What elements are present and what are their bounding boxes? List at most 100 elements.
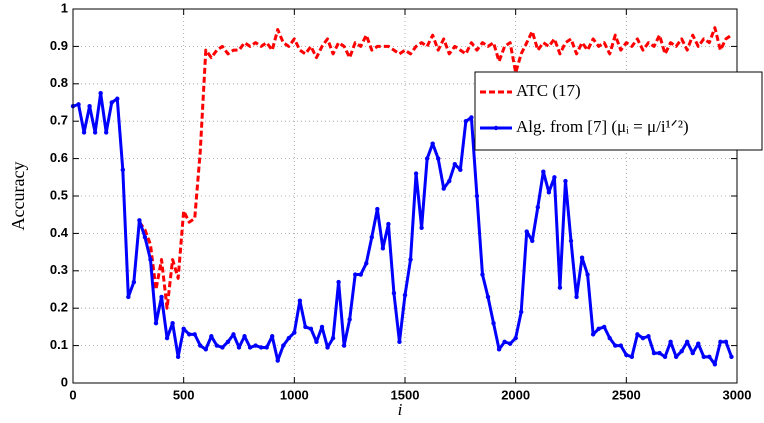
data-point xyxy=(375,206,380,212)
y-tick-label: 0.2 xyxy=(50,300,68,315)
data-point xyxy=(270,334,275,339)
data-point xyxy=(613,343,618,348)
data-point xyxy=(485,294,491,300)
data-point xyxy=(568,238,574,244)
data-point xyxy=(408,257,413,262)
data-point xyxy=(624,352,629,358)
data-point xyxy=(585,272,590,277)
data-point xyxy=(115,96,120,101)
data-point xyxy=(629,354,635,360)
y-tick-label: 0 xyxy=(61,374,68,389)
data-point xyxy=(281,343,286,348)
data-point xyxy=(380,246,386,251)
data-point xyxy=(275,358,280,363)
x-tick-label: 500 xyxy=(173,387,195,402)
plot-frame xyxy=(72,8,738,384)
data-point xyxy=(347,317,352,322)
data-point xyxy=(679,349,684,354)
data-point xyxy=(579,255,585,260)
data-point xyxy=(729,354,734,360)
y-axis-label: Accuracy xyxy=(8,162,28,231)
y-tick-label: 0.9 xyxy=(50,38,68,53)
data-point xyxy=(364,261,369,266)
data-point xyxy=(546,190,552,195)
data-point xyxy=(142,234,148,240)
y-tick-label: 1 xyxy=(61,0,68,15)
data-point xyxy=(181,326,186,331)
y-tick-label: 0.5 xyxy=(50,187,68,202)
y-tick-label: 0.8 xyxy=(50,75,68,90)
data-point xyxy=(214,343,220,348)
data-point xyxy=(247,345,253,350)
y-tick-label: 0.4 xyxy=(50,225,69,240)
data-point xyxy=(419,225,424,230)
data-point xyxy=(723,339,729,345)
legend: ATC (17) Alg. from [7] (μᵢ = μ/i¹ᐟ²) xyxy=(474,71,763,151)
data-point xyxy=(696,341,701,346)
data-point xyxy=(303,324,308,330)
y-tick-label: 0.6 xyxy=(50,150,68,165)
data-point xyxy=(120,167,126,173)
data-point xyxy=(535,205,540,210)
data-point xyxy=(430,141,435,146)
data-point xyxy=(441,186,446,191)
legend-box xyxy=(474,71,763,151)
data-point xyxy=(651,350,657,356)
data-point xyxy=(635,332,640,337)
x-tick-label: 2500 xyxy=(612,387,641,402)
data-point xyxy=(574,294,579,300)
data-point xyxy=(519,309,524,315)
data-point xyxy=(192,332,197,337)
data-point xyxy=(81,130,87,135)
data-point xyxy=(98,90,103,96)
data-point xyxy=(341,343,347,348)
data-point xyxy=(458,167,463,173)
data-point xyxy=(496,347,502,352)
data-point xyxy=(563,178,568,184)
series-line xyxy=(138,26,733,310)
data-point xyxy=(148,257,153,262)
data-point xyxy=(264,345,269,350)
data-point xyxy=(242,334,247,339)
data-point xyxy=(474,193,480,199)
data-point xyxy=(175,354,181,360)
data-point xyxy=(668,339,673,345)
data-point xyxy=(657,350,662,356)
data-point xyxy=(297,298,303,303)
data-point xyxy=(502,339,507,345)
data-point xyxy=(225,339,231,345)
data-point xyxy=(436,156,441,161)
x-tick-label: 1500 xyxy=(391,387,420,402)
y-tick-label: 0.7 xyxy=(50,113,68,128)
data-point xyxy=(413,171,419,176)
data-point xyxy=(480,272,485,277)
data-point xyxy=(153,320,159,326)
data-point xyxy=(286,335,291,341)
x-tick-label: 3000 xyxy=(723,387,752,402)
data-point xyxy=(552,175,557,180)
data-point xyxy=(198,343,203,348)
data-point xyxy=(104,130,109,135)
data-point xyxy=(159,294,164,300)
data-point xyxy=(640,335,646,341)
data-point xyxy=(76,102,81,107)
data-point xyxy=(469,115,474,120)
data-point xyxy=(424,156,430,161)
data-point xyxy=(646,334,651,339)
data-point xyxy=(662,354,668,360)
data-point xyxy=(673,354,679,360)
data-point xyxy=(690,350,695,356)
data-point xyxy=(596,326,601,331)
data-point xyxy=(187,332,192,337)
x-tick-label: 2000 xyxy=(501,387,530,402)
data-point xyxy=(369,234,374,240)
y-tick-label: 0.1 xyxy=(50,337,68,352)
data-point xyxy=(618,343,623,348)
x-tick-label: 0 xyxy=(69,387,76,402)
data-point xyxy=(92,130,98,135)
data-point xyxy=(491,320,496,326)
data-point xyxy=(330,335,336,341)
data-point xyxy=(209,334,214,339)
data-point xyxy=(353,272,358,277)
